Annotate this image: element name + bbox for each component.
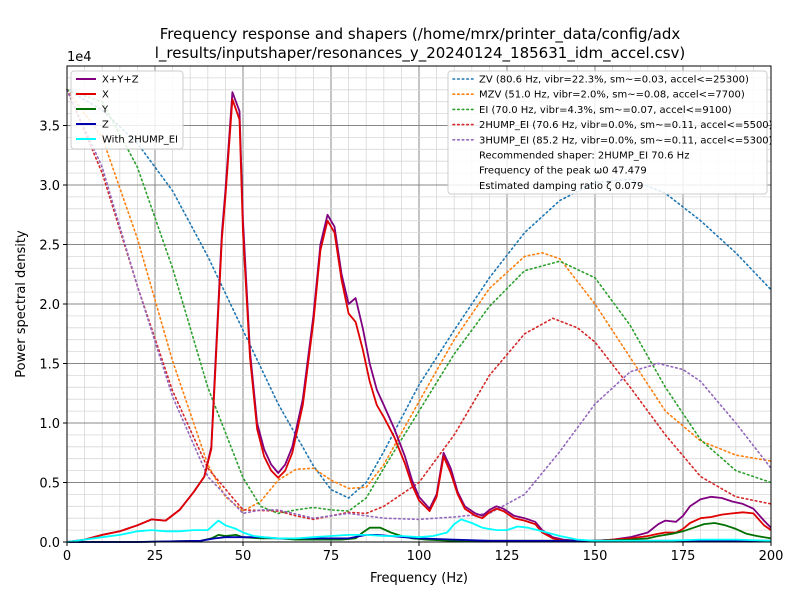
x-axis-label: Frequency (Hz) xyxy=(370,571,468,586)
psd-legend-label: X+Y+Z xyxy=(102,75,139,86)
psd-line-x xyxy=(66,98,772,543)
psd-line-z xyxy=(67,534,771,543)
shaper-line-2hump-ei xyxy=(66,89,772,521)
chart-title-line2: l_results/inputshaper/resonances_y_20240… xyxy=(155,44,686,63)
psd-legend-box xyxy=(70,70,184,150)
shaper-info-line: Frequency of the peak ω0 47.479 xyxy=(479,166,647,177)
y-tick-label: 3.0 xyxy=(39,179,60,194)
psd-legend-label: Y xyxy=(101,105,109,116)
x-tick-label: 200 xyxy=(759,549,784,564)
shaper-legend-label: 3HUMP_EI (85.2 Hz, vibr=0.0%, sm~=0.11, … xyxy=(479,135,773,146)
psd-legend: X+Y+Z XYZ With 2HUMP_EI xyxy=(70,70,184,150)
shaper-legend-label: 2HUMP_EI (70.6 Hz, vibr=0.0%, sm~=0.11, … xyxy=(479,120,773,131)
x-tick-label: 50 xyxy=(235,549,252,564)
shaper-line-ei xyxy=(66,89,772,515)
shaper-legend-label: ZV (80.6 Hz, vibr=22.3%, sm~=0.03, accel… xyxy=(479,75,749,86)
x-tick-label: 75 xyxy=(323,549,340,564)
psd-line-with-2hump-ei xyxy=(66,518,772,543)
x-tick-label: 125 xyxy=(495,549,520,564)
shaper-line-3hump-ei xyxy=(66,89,772,521)
y-tick-label: 0.0 xyxy=(39,536,60,551)
y-tick-label: 3.5 xyxy=(39,120,60,135)
psd-legend-label: With 2HUMP_EI xyxy=(102,135,178,146)
psd-legend-label: Z xyxy=(102,120,109,131)
shaper-legend-label: EI (70.0 Hz, vibr=4.3%, sm~=0.07, accel<… xyxy=(479,105,732,116)
x-tick-label: 0 xyxy=(63,549,71,564)
y-tick-label: 0.5 xyxy=(39,477,60,492)
y-tick-label: 1.0 xyxy=(39,417,60,432)
y-axis-label: Power spectral density xyxy=(14,230,29,378)
shaper-legend-box xyxy=(447,70,768,195)
shaper-info-line: Estimated damping ratio ζ 0.079 xyxy=(479,181,643,192)
y-tick-label: 2.5 xyxy=(39,239,60,254)
psd-layer xyxy=(66,91,772,543)
shaper-legend: ZV (80.6 Hz, vibr=22.3%, sm~=0.03, accel… xyxy=(447,70,773,195)
x-tick-label: 100 xyxy=(407,549,432,564)
shaper-info-line: Recommended shaper: 2HUMP_EI 70.6 Hz xyxy=(479,151,689,162)
psd-legend-label: X xyxy=(102,90,109,101)
shaper-legend-label: MZV (51.0 Hz, vibr=2.0%, sm~=0.08, accel… xyxy=(479,90,745,101)
y-tick-label: 2.0 xyxy=(39,298,60,313)
y-tick-label: 1.5 xyxy=(39,358,60,373)
x-tick-label: 175 xyxy=(671,549,696,564)
x-tick-label: 25 xyxy=(147,549,164,564)
chart-title-line1: Frequency response and shapers (/home/mr… xyxy=(160,25,681,44)
x-tick-label: 150 xyxy=(583,549,608,564)
tick-layer: 0 25 50 75 100 125 150 175 200 0.0 0.5 1.0 1.5 2.0 2.5… xyxy=(39,120,783,565)
y-axis-multiplier: 1e4 xyxy=(67,50,92,65)
